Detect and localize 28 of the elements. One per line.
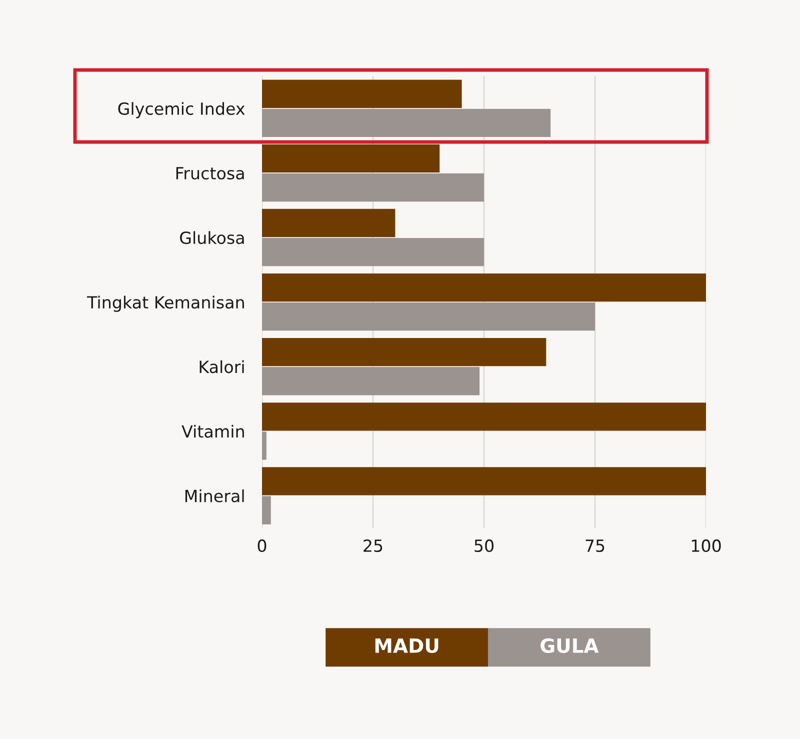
bar xyxy=(262,432,266,460)
bar xyxy=(262,238,484,266)
bar xyxy=(262,208,396,238)
y-tick-label: Mineral xyxy=(185,489,244,502)
bar xyxy=(262,338,546,366)
x-tick-label: 75 xyxy=(586,540,604,552)
bar xyxy=(262,302,595,331)
x-tick-label: 50 xyxy=(474,539,494,552)
bar xyxy=(262,273,706,302)
text: GULA xyxy=(540,638,599,654)
y-tick-label: Fructosa xyxy=(176,167,244,180)
y-tick-label: Vitamin xyxy=(182,424,244,438)
y-tick-label: Kalori xyxy=(200,360,244,374)
y-tick-label: Tingkat Kemanisan xyxy=(86,296,244,312)
bar xyxy=(262,367,480,396)
bar xyxy=(262,173,484,202)
y-tick-label: Glukosa xyxy=(180,231,244,244)
bar xyxy=(262,467,706,496)
x-tick-label: 25 xyxy=(364,539,382,552)
x-tick-label: 100 xyxy=(692,539,721,552)
y-tick-label: Glycemic Index xyxy=(118,102,245,118)
bar xyxy=(262,402,706,431)
bar xyxy=(262,496,271,524)
x-tick-label: 0 xyxy=(258,539,266,552)
bar xyxy=(262,144,440,173)
text: MADU xyxy=(375,638,438,654)
bar xyxy=(262,80,462,108)
bar xyxy=(262,108,551,138)
